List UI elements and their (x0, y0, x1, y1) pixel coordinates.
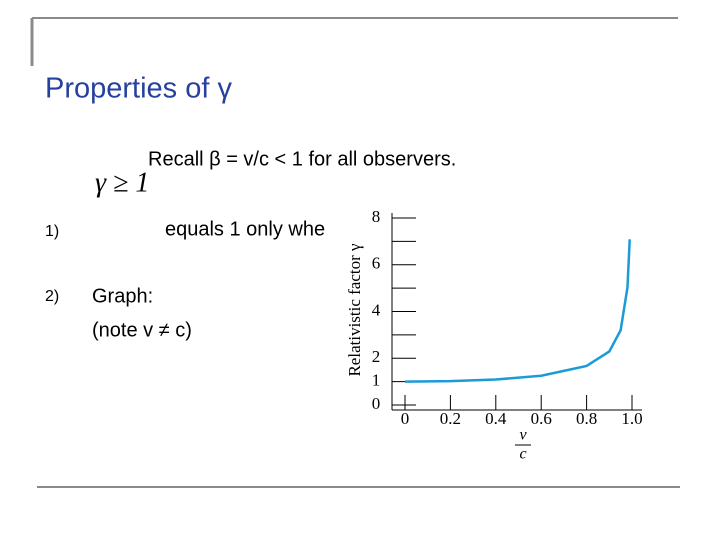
y-axis-label: Relativistic factor γ (345, 243, 364, 377)
y-tick-label: 4 (372, 300, 381, 319)
x-tick-label: 0.2 (440, 409, 461, 428)
formula: γ ≥ 1 (95, 167, 149, 198)
x-tick-label: 0 (401, 409, 410, 428)
item-number: 2) (45, 288, 59, 305)
x-tick-label: 1.0 (621, 409, 642, 428)
y-tick-label: 8 (372, 207, 381, 226)
x-axis-label: c (519, 446, 526, 463)
line-series (404, 239, 631, 383)
chart: Relativistic factor γ v c 0 1 2 4 6 8 0 0.2 0.4 0… (340, 205, 660, 475)
item-number: 1) (45, 223, 59, 240)
y-tick-label: 6 (372, 254, 381, 273)
x-tick-label: 0.4 (485, 409, 507, 428)
x-tick-label: 0.8 (576, 409, 597, 428)
chart-background (340, 205, 660, 475)
y-tick-label: 0 (372, 394, 381, 413)
y-tick-label: 2 (372, 347, 381, 366)
recall-text: Recall β = v/c < 1 for all observers. (148, 148, 456, 170)
title: Properties of γ (45, 73, 232, 105)
item-text: Graph: (92, 285, 153, 307)
x-tick-label: 0.6 (531, 409, 552, 428)
y-tick-label: 1 (372, 371, 381, 390)
item-note: (note v ≠ c) (92, 319, 192, 341)
x-axis-label: v (519, 427, 527, 444)
item-text: equals 1 only whe (165, 218, 325, 240)
